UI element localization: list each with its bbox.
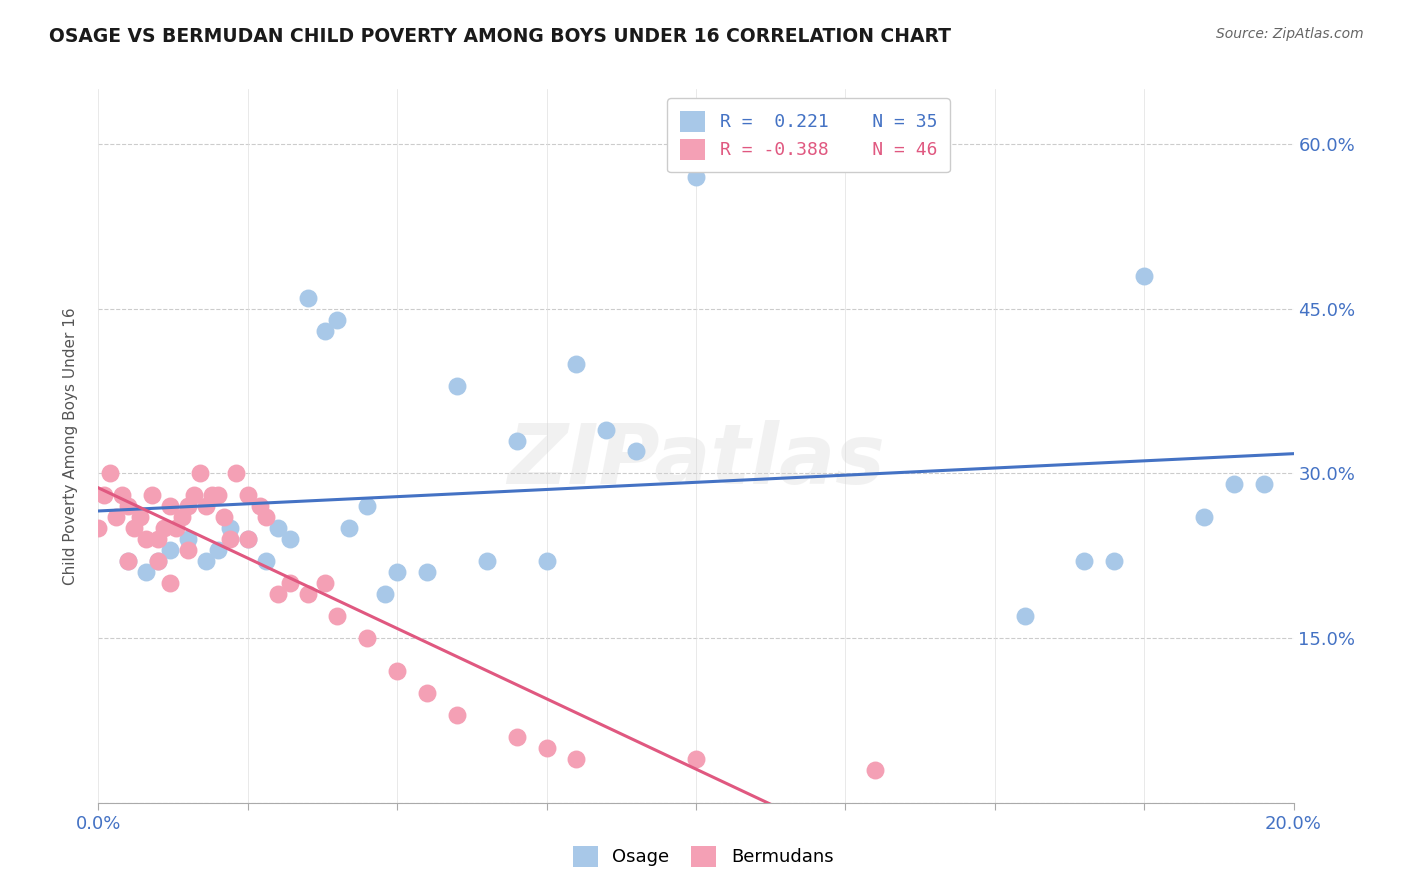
Point (565, 357, 588, 371)
Point (1073, 554, 1095, 568)
Point (117, 554, 139, 568)
Point (254, 510, 277, 524)
Point (236, 533, 259, 547)
Point (446, 708, 468, 723)
Point (865, 763, 887, 777)
Legend: R =  0.221    N = 35, R = -0.388    N = 46: R = 0.221 N = 35, R = -0.388 N = 46 (668, 98, 950, 172)
Point (565, 752, 588, 766)
Point (685, 752, 707, 766)
Point (267, 587, 290, 601)
Text: OSAGE VS BERMUDAN CHILD POVERTY AMONG BOYS UNDER 16 CORRELATION CHART: OSAGE VS BERMUDAN CHILD POVERTY AMONG BO… (49, 27, 952, 45)
Point (219, 533, 242, 547)
Point (297, 587, 319, 601)
Legend: Osage, Bermudans: Osage, Bermudans (565, 838, 841, 874)
Point (536, 554, 558, 568)
Point (356, 631, 378, 645)
Point (135, 533, 157, 547)
Point (297, 291, 319, 305)
Point (374, 587, 396, 601)
Point (195, 554, 218, 568)
Point (1104, 554, 1126, 568)
Point (225, 467, 247, 481)
Point (356, 500, 378, 514)
Point (1133, 268, 1156, 283)
Point (267, 521, 290, 535)
Point (416, 686, 439, 700)
Point (148, 554, 170, 568)
Point (124, 521, 146, 535)
Point (326, 609, 349, 624)
Text: Source: ZipAtlas.com: Source: ZipAtlas.com (1216, 27, 1364, 41)
Point (446, 378, 468, 392)
Point (177, 500, 200, 514)
Point (1253, 477, 1275, 491)
Point (1014, 609, 1036, 624)
Point (177, 543, 200, 558)
Point (278, 533, 301, 547)
Point (177, 533, 200, 547)
Point (93, 488, 115, 502)
Point (219, 521, 242, 535)
Point (685, 169, 707, 184)
Point (595, 423, 617, 437)
Point (278, 576, 301, 591)
Point (153, 521, 176, 535)
Point (416, 566, 439, 580)
Point (249, 500, 271, 514)
Point (236, 533, 259, 547)
Point (111, 488, 134, 502)
Point (385, 566, 409, 580)
Point (165, 521, 187, 535)
Point (506, 730, 529, 744)
Point (148, 554, 170, 568)
Point (135, 566, 157, 580)
Point (148, 533, 170, 547)
Point (159, 576, 181, 591)
Point (172, 510, 194, 524)
Point (183, 488, 205, 502)
Point (212, 510, 235, 524)
Point (536, 740, 558, 755)
Point (201, 488, 224, 502)
Point (105, 510, 128, 524)
Point (626, 444, 648, 458)
Point (159, 500, 181, 514)
Point (207, 488, 229, 502)
Point (236, 488, 259, 502)
Point (475, 554, 498, 568)
Point (506, 434, 529, 448)
Point (1223, 477, 1246, 491)
Point (141, 488, 163, 502)
Point (188, 467, 211, 481)
Point (195, 500, 218, 514)
Point (117, 554, 139, 568)
Point (207, 543, 229, 558)
Point (315, 324, 337, 338)
Point (1192, 510, 1215, 524)
Point (117, 500, 139, 514)
Point (315, 576, 337, 591)
Point (98, 467, 122, 481)
Point (129, 510, 152, 524)
Point (326, 312, 349, 326)
Point (87, 521, 110, 535)
Text: ZIPatlas: ZIPatlas (508, 420, 884, 500)
Point (385, 664, 409, 678)
Point (159, 543, 181, 558)
Y-axis label: Child Poverty Among Boys Under 16: Child Poverty Among Boys Under 16 (63, 307, 77, 585)
Point (254, 554, 277, 568)
Point (339, 521, 361, 535)
